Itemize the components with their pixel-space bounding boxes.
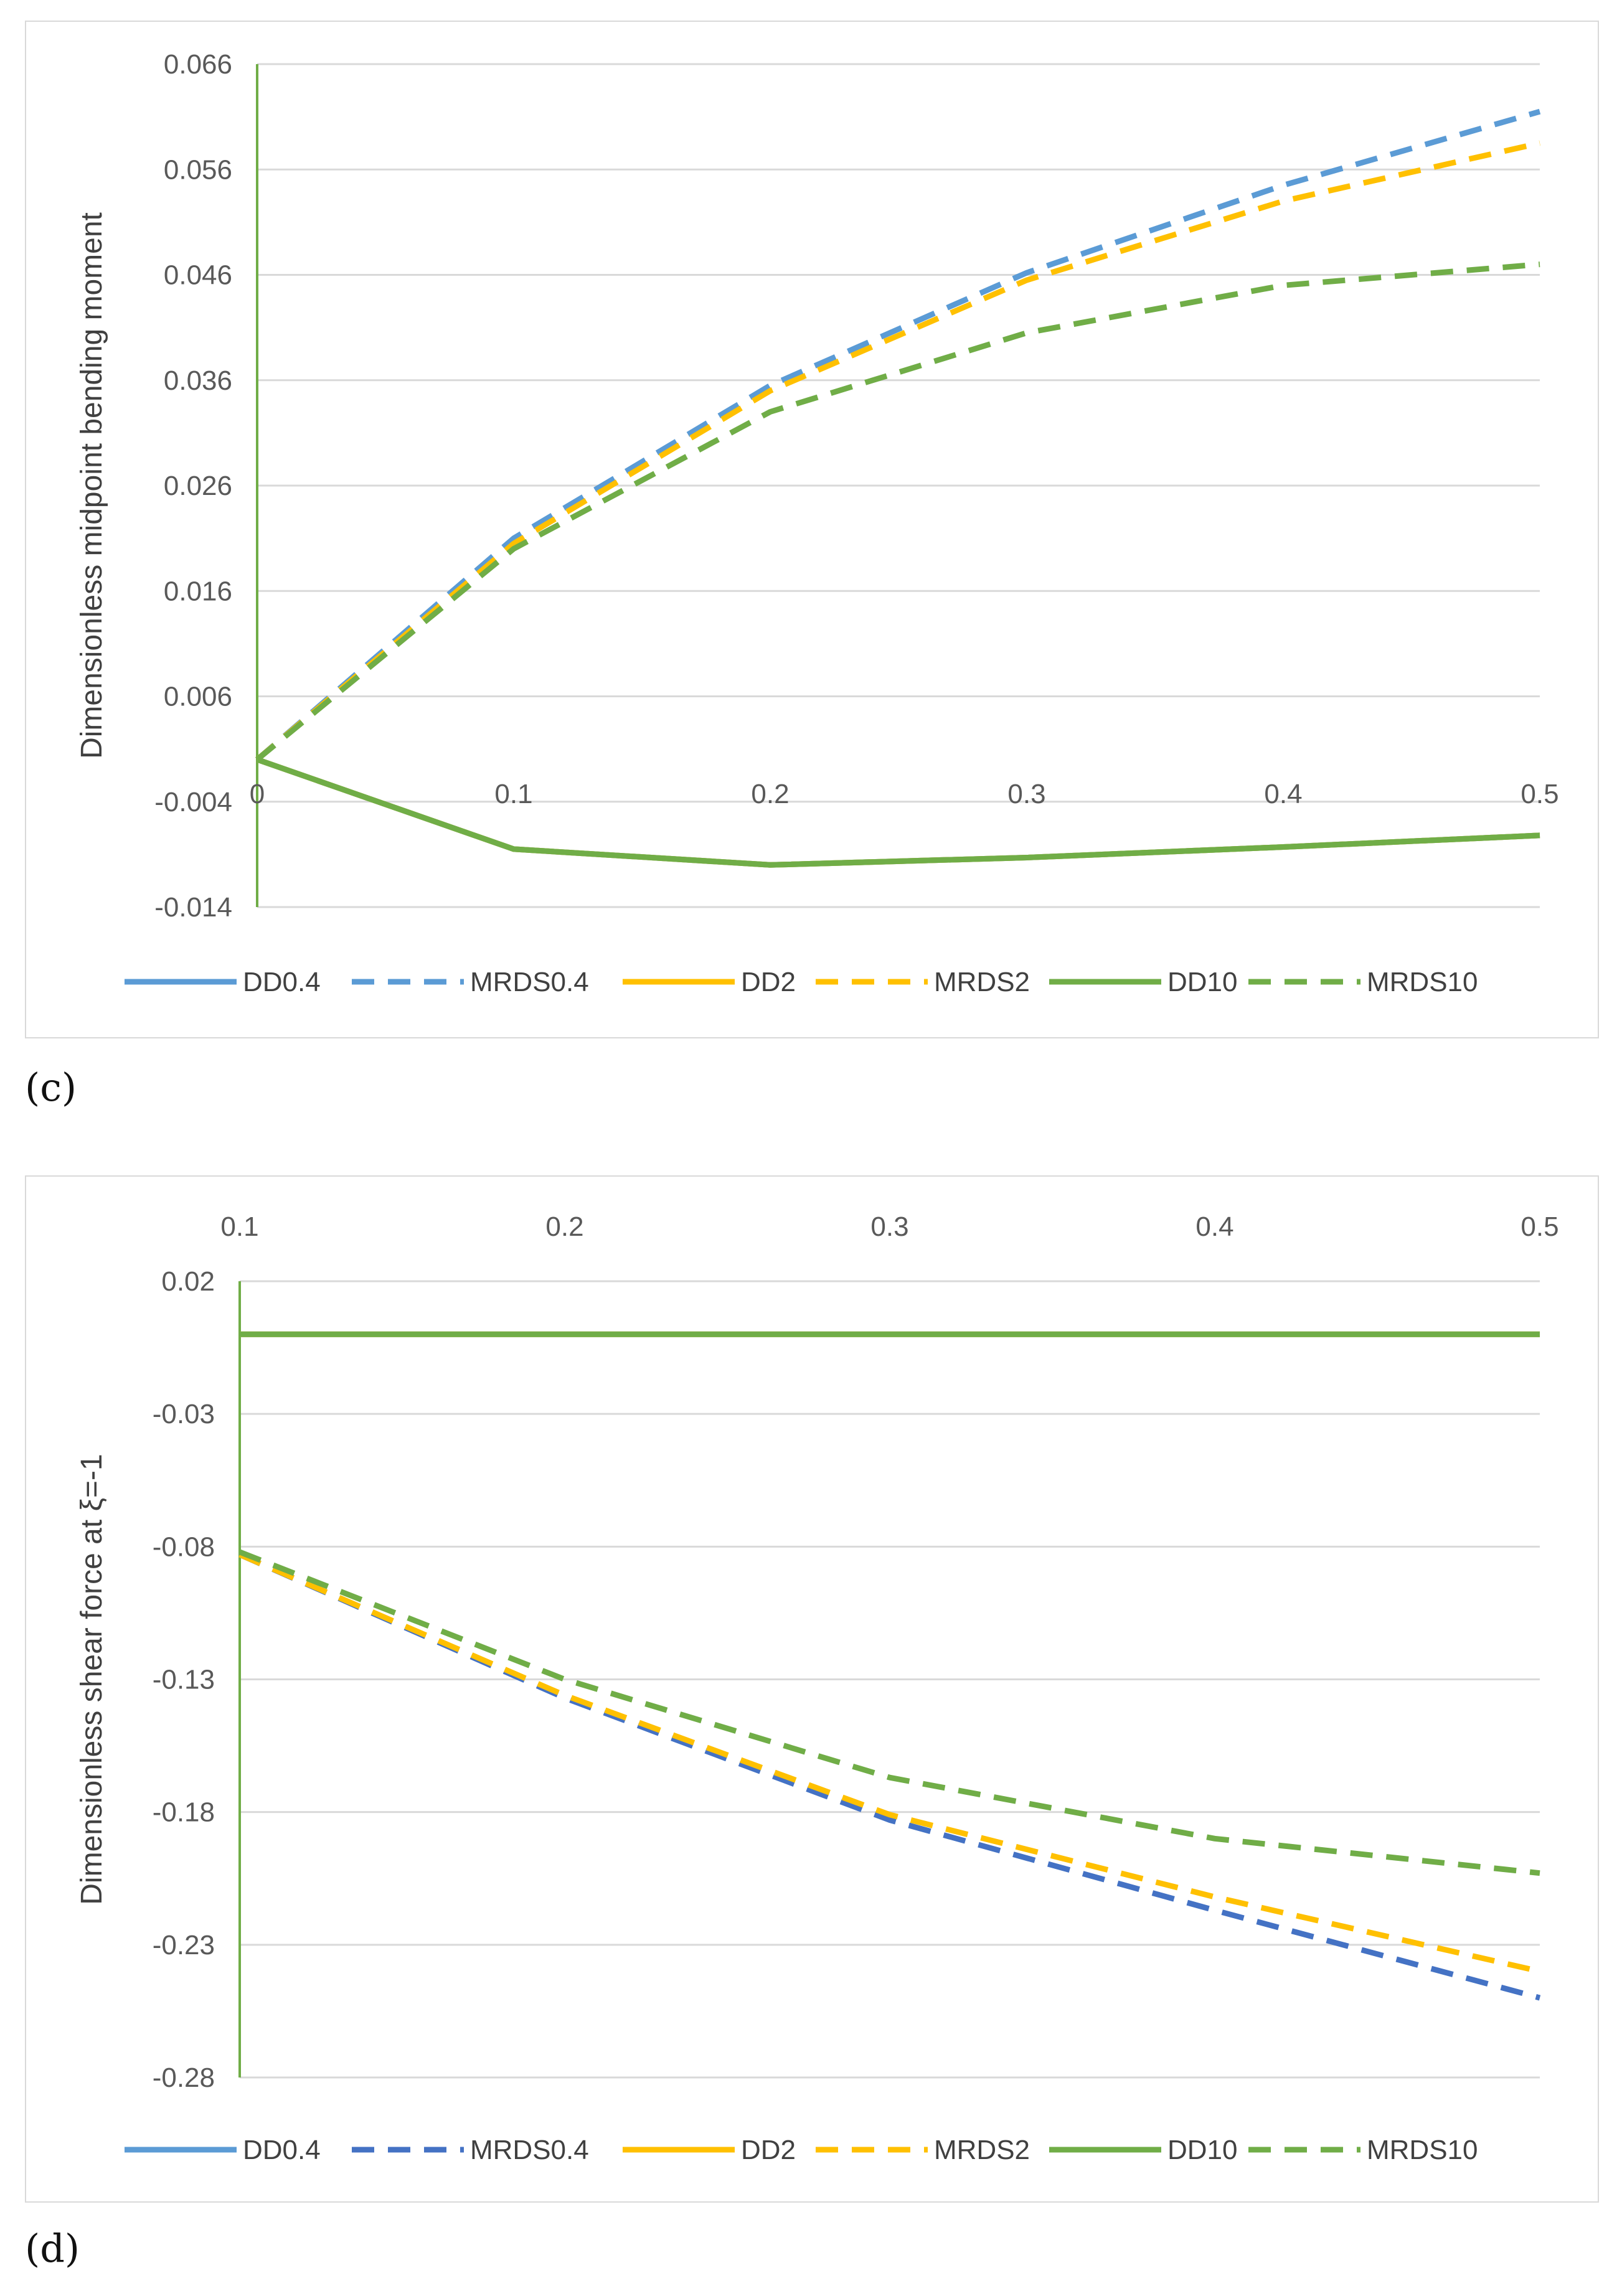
- x-tick-label: 0.4: [1195, 1212, 1233, 1242]
- series-line-dd2: [256, 756, 1540, 868]
- x-tick-label: 0.3: [870, 1212, 908, 1242]
- y-tick-label: 0.02: [161, 1266, 215, 1297]
- x-tick-label: 0.3: [1007, 779, 1045, 809]
- legend-label: MRDS10: [1367, 2135, 1478, 2165]
- x-tick-label: 0.1: [220, 1212, 258, 1242]
- x-tick-label: 0: [250, 779, 265, 809]
- y-tick-label: 0.046: [164, 260, 232, 291]
- y-tick-label: -0.13: [153, 1665, 215, 1695]
- y-tick-label: 0.036: [164, 365, 232, 396]
- x-tick-label: 0.4: [1264, 779, 1302, 809]
- y-tick-label: -0.03: [153, 1399, 215, 1429]
- chart-c: -0.014 -0.004 0.006 0.016 0.026 0.036 0.046 0.0…: [75, 49, 1559, 997]
- series-line-mrds10: [238, 1549, 1540, 1876]
- series-line-mrds0-4: [255, 108, 1541, 762]
- legend-label: DD2: [741, 967, 796, 997]
- y-tick-label: -0.28: [153, 2063, 215, 2093]
- chart-d: -0.28 -0.23 -0.18 -0.13 -0.08 -0.03 0.020.1 0.2…: [75, 1212, 1559, 2165]
- legend-label: DD2: [741, 2135, 796, 2165]
- legend-label: DD10: [1167, 2135, 1238, 2165]
- x-tick-label: 0.2: [545, 1212, 583, 1242]
- panel-label-c: (c): [25, 1065, 77, 1110]
- y-tick-label: 0.026: [164, 471, 232, 501]
- legend-label: MRDS2: [934, 2135, 1030, 2165]
- y-tick-label: -0.004: [154, 787, 232, 817]
- y-tick-label: -0.23: [153, 1930, 215, 1960]
- legend-label: DD0.4: [243, 967, 321, 997]
- legend-label: MRDS10: [1367, 967, 1478, 997]
- legend-label: MRDS0.4: [470, 2135, 589, 2165]
- y-axis-title: Dimensionless midpoint bending moment: [75, 212, 108, 759]
- x-tick-label: 0.1: [494, 779, 532, 809]
- y-tick-label: 0.006: [164, 682, 232, 712]
- y-tick-label: -0.18: [153, 1797, 215, 1828]
- y-tick-label: -0.014: [154, 892, 232, 923]
- y-tick-label: 0.016: [164, 576, 232, 606]
- chart-panel-d: [25, 1175, 1599, 2203]
- x-tick-label: 0.2: [751, 779, 789, 809]
- series-line-dd0-4: [256, 756, 1540, 868]
- y-tick-label: -0.08: [153, 1531, 215, 1562]
- legend-label: DD10: [1167, 967, 1238, 997]
- legend-label: DD0.4: [243, 2135, 321, 2165]
- series-line-dd10: [256, 756, 1540, 868]
- series-line-mrds10: [255, 261, 1540, 762]
- x-tick-label: 0.5: [1521, 779, 1558, 809]
- series-line-mrds2: [255, 140, 1540, 762]
- x-tick-label: 0.5: [1521, 1212, 1558, 1242]
- series-line-mrds2: [238, 1551, 1541, 1974]
- panel-label-d: (d): [25, 2226, 80, 2271]
- y-axis-title: Dimensionless shear force at ξ=-1: [75, 1454, 108, 1904]
- y-tick-label: 0.066: [164, 49, 232, 80]
- legend-label: MRDS0.4: [470, 967, 589, 997]
- y-tick-label: 0.056: [164, 154, 232, 185]
- legend-label: MRDS2: [934, 967, 1030, 997]
